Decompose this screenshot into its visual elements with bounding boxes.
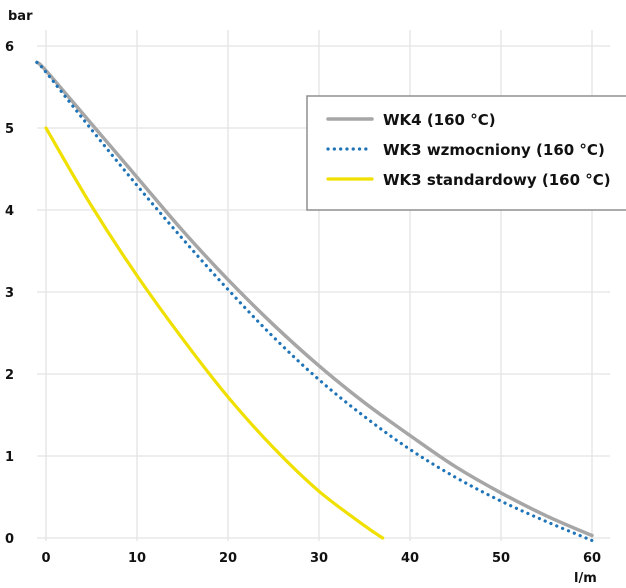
legend-label: WK3 wzmocniony (160 °C) <box>383 141 605 159</box>
x-axis-label: l/m <box>574 571 597 586</box>
y-tick-label: 0 <box>5 532 14 547</box>
series-line-1 <box>35 60 594 543</box>
x-tick-label: 40 <box>401 551 419 566</box>
x-tick-label: 0 <box>41 551 50 566</box>
y-tick-labels: 0 1 2 3 4 5 6 <box>5 40 14 547</box>
series-line-0 <box>35 60 594 538</box>
legend-item: WK3 wzmocniony (160 °C) <box>326 141 605 159</box>
series-line-2 <box>44 126 385 540</box>
legend-label: WK4 (160 °C) <box>383 111 496 129</box>
legend-item: WK4 (160 °C) <box>326 111 496 129</box>
x-tick-label: 60 <box>583 551 601 566</box>
legend-item: WK3 standardowy (160 °C) <box>326 171 611 189</box>
legend: WK4 (160 °C) WK3 wzmocniony (160 °C) WK3 s… <box>306 95 626 211</box>
y-axis-label: bar <box>8 9 33 24</box>
x-tick-label: 10 <box>128 551 146 566</box>
y-tick-label: 3 <box>5 286 14 301</box>
y-tick-label: 2 <box>5 368 14 383</box>
x-tick-label: 50 <box>492 551 510 566</box>
x-tick-label: 20 <box>219 551 237 566</box>
series-layer <box>35 60 594 543</box>
y-tick-label: 5 <box>5 122 14 137</box>
x-tick-label: 30 <box>310 551 328 566</box>
legend-box <box>306 95 626 211</box>
y-tick-label: 6 <box>5 40 14 55</box>
legend-label: WK3 standardowy (160 °C) <box>383 171 611 189</box>
x-tick-labels: 0 10 20 30 40 50 60 <box>41 551 601 566</box>
y-tick-label: 1 <box>5 450 14 465</box>
y-tick-label: 4 <box>5 204 14 219</box>
